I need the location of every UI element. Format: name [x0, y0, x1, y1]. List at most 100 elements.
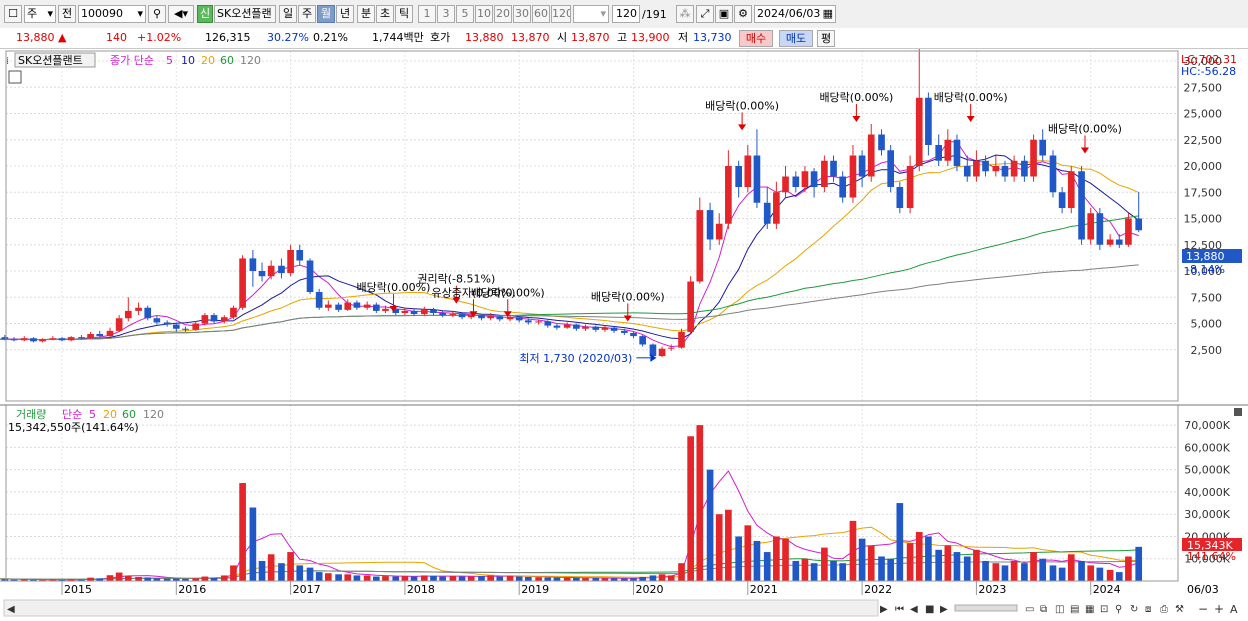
scroll-right-icon[interactable]: ▶ [880, 604, 888, 615]
volume-bar [1115, 572, 1123, 581]
volume-panel-close-icon[interactable] [1234, 408, 1242, 416]
candle-body [735, 166, 742, 187]
window-icon[interactable]: ▤ [1070, 604, 1079, 615]
search-icon[interactable]: ⚲ [148, 5, 166, 23]
first-page-icon[interactable]: ⏮ [895, 604, 904, 615]
layout-icon[interactable]: ▭ [1025, 604, 1034, 615]
table-icon[interactable] [8, 70, 22, 84]
candle-body [621, 330, 628, 333]
stop-icon[interactable]: ■ [925, 604, 934, 615]
volume-bar [687, 436, 694, 581]
prev-page-icon[interactable]: ◀ [910, 604, 918, 615]
current-price: 13,880 ▲ [16, 31, 67, 44]
year-tick-label: 2015 [64, 583, 92, 596]
volume-bar [639, 576, 646, 581]
price-tick-label: 22,500 [1184, 134, 1223, 147]
trade-amount: 1,744백만 [372, 31, 424, 44]
search-icon[interactable]: ⚲ [1115, 604, 1122, 615]
year-tick-label: 2019 [521, 583, 549, 596]
crosshair-icon[interactable]: ⁂ [676, 5, 694, 23]
candle-body [582, 326, 589, 329]
zoom-slider[interactable] [954, 604, 1018, 612]
high-label: 고 [617, 31, 628, 44]
volume-tick-label: 70,000K [1184, 419, 1230, 432]
lock-icon[interactable]: ⊡ [1100, 604, 1108, 615]
scrollbar-track[interactable] [3, 599, 879, 617]
interval-10-button[interactable]: 10 [475, 5, 493, 23]
hc-label: HC:-56.28 [1181, 65, 1236, 78]
volume-bar [935, 549, 943, 581]
candle-body [544, 321, 552, 326]
font-size-icon[interactable]: A [1230, 603, 1238, 616]
event-arrow-icon [1080, 147, 1089, 154]
settings-icon[interactable]: ⁞ [6, 56, 9, 67]
chart-menu-icon[interactable]: ☐ [4, 5, 22, 23]
volume-bar [621, 578, 628, 581]
split-icon[interactable]: ◫ [1055, 604, 1064, 615]
speaker-icon[interactable]: ◀▾ [168, 5, 194, 23]
candle-body [449, 314, 457, 316]
interval-3-button[interactable]: 3 [437, 5, 455, 23]
volume-bar [458, 576, 466, 581]
price-panel-frame [5, 50, 1179, 402]
interval-5-button[interactable]: 5 [456, 5, 474, 23]
volume-bar [220, 575, 228, 581]
event-arrow-icon [966, 116, 975, 122]
interval-30-button[interactable]: 30 [513, 5, 531, 23]
candle-body [1021, 160, 1028, 177]
candle-body [649, 344, 657, 357]
candle-body [78, 337, 85, 339]
tf-month-button[interactable]: 월 [317, 5, 335, 23]
save-icon[interactable]: ▣ [715, 5, 733, 23]
sell-button[interactable]: 매도 [779, 30, 813, 47]
gear-icon[interactable]: ⚙ [734, 5, 752, 23]
stock-name-field[interactable]: SK오션플랜 [214, 5, 276, 23]
print-icon[interactable]: ⎙ [1160, 604, 1168, 615]
candle-body [935, 145, 943, 161]
grid-icon[interactable]: ▦ [1085, 604, 1094, 615]
volume-bar [1067, 554, 1075, 581]
interval-1-button[interactable]: 1 [418, 5, 436, 23]
volume-bar [973, 549, 980, 581]
event-annotation: 유상증자(0.00%) [431, 286, 515, 299]
new-badge[interactable]: 신 [197, 5, 213, 23]
copy-icon[interactable]: ⧉ [1040, 604, 1047, 615]
interval-20-button[interactable]: 20 [494, 5, 512, 23]
tf-minute-button[interactable]: 분 [357, 5, 375, 23]
volume-ratio: 0.21% [313, 31, 348, 44]
tf-year-button[interactable]: 년 [336, 5, 354, 23]
next-page-icon[interactable]: ▶ [940, 604, 948, 615]
draw-icon[interactable]: ⤢ [696, 5, 714, 23]
candle-body [867, 134, 875, 177]
eval-button[interactable]: 평 [817, 30, 835, 47]
tf-second-button[interactable]: 초 [376, 5, 394, 23]
tf-tick-button[interactable]: 틱 [395, 5, 413, 23]
candle-body [753, 155, 761, 203]
tools-icon[interactable]: ⚒ [1175, 604, 1184, 615]
buy-button[interactable]: 매수 [739, 30, 773, 47]
refresh-icon[interactable]: ↻ [1130, 604, 1138, 615]
tf-day-button[interactable]: 일 [279, 5, 297, 23]
volume-bar [582, 578, 589, 581]
count-input[interactable]: 120 [612, 5, 640, 23]
interval-dropdown[interactable]: ▾ [573, 5, 609, 23]
interval-60-button[interactable]: 60 [532, 5, 550, 23]
scroll-left-icon[interactable]: ◀ [7, 604, 15, 615]
volume-bar [849, 520, 857, 581]
code-input[interactable]: 100090 ▾ [78, 5, 146, 23]
period-select[interactable]: 주 ▾ [24, 5, 56, 23]
zoom-out-icon[interactable]: − [1198, 602, 1208, 616]
volume-bar [525, 576, 532, 581]
stock-name-box[interactable] [14, 52, 96, 68]
interval-120-button[interactable]: 120 [551, 5, 571, 23]
prev-button[interactable]: 전 [58, 5, 76, 23]
volume-bar [267, 554, 275, 581]
stock-chart[interactable]: 최고 31,750 (2022/08) 최저 1,730 (2020/03) 배당락… [0, 49, 1248, 621]
date-input[interactable]: 2024/06/03 ▦ [754, 5, 836, 23]
zoom-in-icon[interactable]: + [1214, 602, 1224, 616]
tf-week-button[interactable]: 주 [298, 5, 316, 23]
candle-body [410, 310, 418, 315]
image-icon[interactable]: ⧈ [1145, 604, 1151, 615]
volume-bar [39, 579, 46, 581]
volume-bar [678, 563, 685, 581]
